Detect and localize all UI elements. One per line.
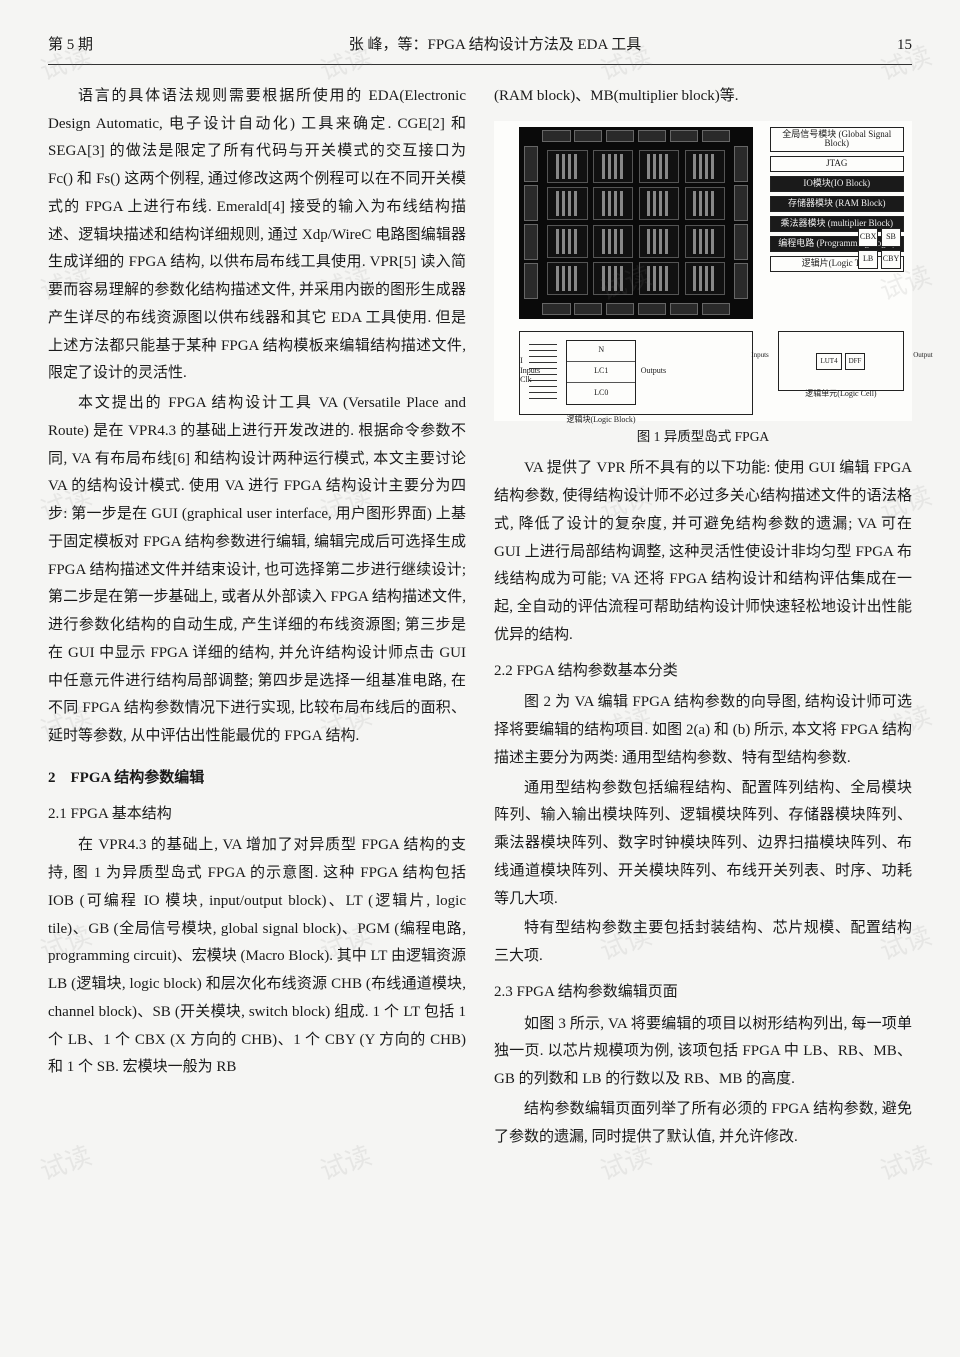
detail-cell: SB [881,228,901,247]
section-title-text: FPGA 结构参数编辑 [71,770,205,786]
logic-tile-icon [685,225,725,258]
page-header: 第 5 期 张 峰，等：FPGA 结构设计方法及 EDA 工具 15 [48,32,912,65]
figure-legend: 全局信号模块 (Global Signal Block) JTAG IO模块(I… [770,127,904,272]
paragraph: 特有型结构参数主要包括封装结构、芯片规模、配置结构三大项. [494,915,912,971]
io-pad-icon [524,146,538,182]
logic-tile-icon [685,150,725,183]
io-pad-icon [734,263,748,299]
left-column: 语言的具体语法规则需要根据所使用的 EDA(Electronic Design … [48,83,466,1154]
io-row-top [542,130,729,142]
logic-tile-icon [547,225,587,258]
dff-box: DFF [845,353,866,370]
io-pad-icon [702,130,730,142]
logic-tile-icon [685,187,725,220]
paragraph: 图 2 为 VA 编辑 FPGA 结构参数的向导图, 结构设计师可选择将要编辑的… [494,689,912,772]
lc-inputs-label: Inputs [751,349,769,362]
paragraph: 本文提出的 FPGA 结构设计工具 VA (Versatile Place an… [48,390,466,751]
section-number: 2 [48,765,56,793]
logic-block-box: N LC1 LC0 [566,340,636,406]
logic-tile-icon [593,187,633,220]
section-heading: 2 FPGA 结构参数编辑 [48,765,466,793]
io-col-right [734,146,748,300]
logic-tile-icon [639,262,679,295]
logic-block-caption: 逻辑块(Logic Block) [566,413,635,428]
io-pad-icon [524,224,538,260]
logic-cell-detail: Inputs LUT4 DFF Output 逻辑单元(Logic Cell) [778,331,903,391]
io-pad-icon [524,185,538,221]
logic-tile-icon [593,150,633,183]
lb-label: Clk [520,375,540,385]
logic-tile-icon [547,187,587,220]
io-pad-icon [574,303,602,315]
logic-tile-icon [685,262,725,295]
page-number: 15 [897,32,912,60]
lc-row: LC1 [567,362,635,383]
paragraph: VA 提供了 VPR 所不具有的以下功能: 使用 GUI 编辑 FPGA 结构参… [494,455,912,649]
figure-caption: 图 1 异质型岛式 FPGA [494,425,912,450]
subsection-heading: 2.3 FPGA 结构参数编辑页面 [494,979,912,1007]
two-column-layout: 语言的具体语法规则需要根据所使用的 EDA(Electronic Design … [48,83,912,1154]
io-pad-icon [542,303,570,315]
detail-cell: LB [858,250,878,269]
legend-item: JTAG [770,156,904,172]
logic-tile-grid [547,150,725,296]
subsection-heading: 2.2 FPGA 结构参数基本分类 [494,658,912,686]
fpga-chip-icon [519,127,753,319]
io-pad-icon [638,130,666,142]
logic-tile-icon [639,225,679,258]
tile-detail-grid: CBX SB LB CBY [858,228,901,269]
legend-item: 全局信号模块 (Global Signal Block) [770,127,904,153]
io-pad-icon [734,185,748,221]
lb-side-labels: I Inputs Clk [520,356,540,385]
detail-cell: CBY [881,250,901,269]
paragraph: 通用型结构参数包括编程结构、配置阵列结构、全局模块阵列、输入输出模块阵列、逻辑模… [494,775,912,914]
io-pad-icon [606,130,634,142]
paragraph: 如图 3 所示, VA 将要编辑的项目以树形结构列出, 每一项单独一页. 以芯片… [494,1011,912,1094]
io-pad-icon [606,303,634,315]
lb-label: Inputs [520,366,540,376]
lb-label: I [520,356,540,366]
io-pad-icon [670,130,698,142]
lc-row: N [567,341,635,362]
subsection-heading: 2.1 FPGA 基本结构 [48,801,466,829]
lc-output-label: Output [913,349,932,362]
paragraph: 语言的具体语法规则需要根据所使用的 EDA(Electronic Design … [48,83,466,388]
legend-item: IO模块(IO Block) [770,176,904,192]
paragraph: 在 VPR4.3 的基础上, VA 增加了对异质型 FPGA 结构的支持, 图 … [48,832,466,1082]
logic-block-detail: I Inputs Clk N LC1 LC0 Outputs 逻辑块(Logic… [519,331,753,415]
running-title: 张 峰，等：FPGA 结构设计方法及 EDA 工具 [93,32,897,60]
paragraph-continuation: (RAM block)、MB(multiplier block)等. [494,83,912,111]
issue-number: 第 5 期 [48,32,93,60]
logic-tile-icon [639,187,679,220]
logic-tile-icon [593,225,633,258]
lc-row: LC0 [567,383,635,404]
logic-tile-icon [593,262,633,295]
io-pad-icon [670,303,698,315]
logic-cell-caption: 逻辑单元(Logic Cell) [755,387,928,402]
io-pad-icon [638,303,666,315]
io-pad-icon [542,130,570,142]
io-pad-icon [734,224,748,260]
io-col-left [524,146,538,300]
logic-tile-icon [547,150,587,183]
figure-1: 全局信号模块 (Global Signal Block) JTAG IO模块(I… [494,121,912,450]
io-pad-icon [734,146,748,182]
paragraph: 结构参数编辑页面列举了所有必须的 FPGA 结构参数, 避免了参数的遗漏, 同时… [494,1096,912,1152]
detail-cell: CBX [858,228,878,247]
io-pad-icon [524,263,538,299]
logic-tile-icon [639,150,679,183]
right-column: (RAM block)、MB(multiplier block)等. [494,83,912,1154]
io-row-bottom [542,303,729,315]
legend-item: 存储器模块 (RAM Block) [770,196,904,212]
lut-dff-row: LUT4 DFF [816,353,865,370]
lb-output-label: Outputs [641,364,666,379]
lut-box: LUT4 [816,353,841,370]
io-pad-icon [574,130,602,142]
logic-tile-icon [547,262,587,295]
io-pad-icon [702,303,730,315]
fpga-diagram: 全局信号模块 (Global Signal Block) JTAG IO模块(I… [494,121,912,421]
